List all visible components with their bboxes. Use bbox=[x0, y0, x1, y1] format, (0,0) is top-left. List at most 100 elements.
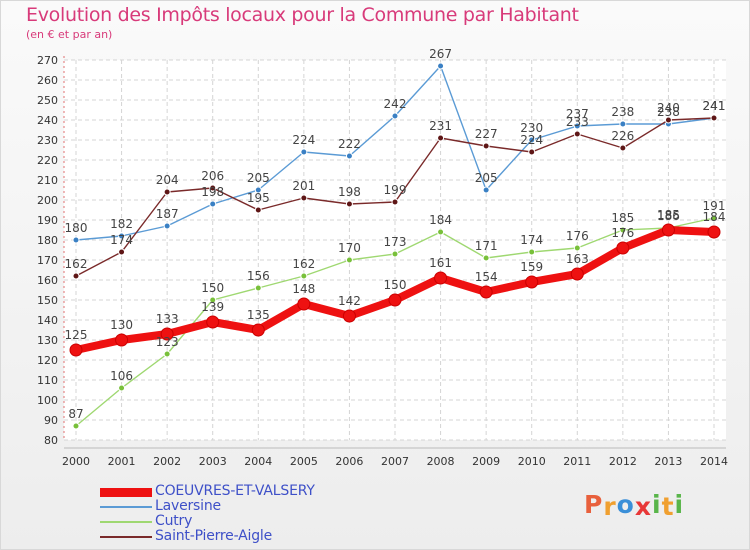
chart-title: Evolution des Impôts locaux pour la Comm… bbox=[26, 4, 579, 26]
x-tick-label: 2012 bbox=[609, 455, 637, 468]
y-tick-label: 240 bbox=[37, 114, 58, 127]
data-label-cutry: 176 bbox=[566, 229, 589, 243]
x-tick-label: 2010 bbox=[518, 455, 546, 468]
data-label-coeuvres-et-valsery: 130 bbox=[110, 318, 133, 332]
y-tick-label: 140 bbox=[37, 314, 58, 327]
logo-letter: i bbox=[674, 490, 685, 519]
data-point-coeuvres-et-valsery bbox=[342, 309, 356, 323]
y-tick-label: 120 bbox=[37, 354, 58, 367]
data-label-saint-pierre-aigle: 174 bbox=[110, 233, 133, 247]
data-point-coeuvres-et-valsery bbox=[434, 271, 448, 285]
data-point-cutry bbox=[72, 422, 80, 430]
data-point-laversine bbox=[254, 186, 262, 194]
data-label-saint-pierre-aigle: 206 bbox=[201, 169, 224, 183]
y-tick-label: 180 bbox=[37, 234, 58, 247]
data-label-laversine: 237 bbox=[566, 107, 589, 121]
data-label-laversine: 180 bbox=[65, 221, 88, 235]
data-label-laversine: 182 bbox=[110, 217, 133, 231]
data-label-cutry: 184 bbox=[429, 213, 452, 227]
data-label-cutry: 156 bbox=[247, 269, 270, 283]
y-tick-label: 130 bbox=[37, 334, 58, 347]
data-point-saint-pierre-aigle bbox=[664, 116, 672, 124]
data-label-laversine: 205 bbox=[475, 171, 498, 185]
data-label-coeuvres-et-valsery: 161 bbox=[429, 256, 452, 270]
data-point-laversine bbox=[300, 148, 308, 156]
data-label-laversine: 230 bbox=[520, 121, 543, 135]
y-tick-label: 260 bbox=[37, 74, 58, 87]
data-point-cutry bbox=[300, 272, 308, 280]
proxiti-logo: Proxiti bbox=[584, 490, 685, 521]
y-tick-label: 200 bbox=[37, 194, 58, 207]
data-label-cutry: 123 bbox=[156, 335, 179, 349]
data-label-coeuvres-et-valsery: 163 bbox=[566, 252, 589, 266]
data-point-cutry bbox=[528, 248, 536, 256]
series-lines bbox=[69, 62, 721, 430]
data-point-cutry bbox=[619, 226, 627, 234]
data-label-saint-pierre-aigle: 227 bbox=[475, 127, 498, 141]
legend-label-saint-pierre-aigle: Saint-Pierre-Aigle bbox=[155, 528, 272, 544]
data-label-coeuvres-et-valsery: 135 bbox=[247, 308, 270, 322]
data-point-saint-pierre-aigle bbox=[528, 148, 536, 156]
legend-label-cutry: Cutry bbox=[155, 513, 193, 529]
data-point-coeuvres-et-valsery bbox=[479, 285, 493, 299]
data-label-laversine: 224 bbox=[292, 133, 315, 147]
y-tick-label: 230 bbox=[37, 134, 58, 147]
data-point-coeuvres-et-valsery bbox=[69, 343, 83, 357]
data-label-cutry: 162 bbox=[292, 257, 315, 271]
data-point-laversine bbox=[118, 232, 126, 240]
data-label-laversine: 222 bbox=[338, 137, 361, 151]
x-tick-label: 2005 bbox=[290, 455, 318, 468]
y-tick-label: 250 bbox=[37, 94, 58, 107]
data-point-saint-pierre-aigle bbox=[345, 200, 353, 208]
logo-letter: P bbox=[584, 490, 604, 519]
data-point-coeuvres-et-valsery bbox=[661, 223, 675, 237]
data-point-laversine bbox=[619, 120, 627, 128]
data-point-saint-pierre-aigle bbox=[209, 184, 217, 192]
data-point-cutry bbox=[573, 244, 581, 252]
axes: 8090100110120130140150160170180190200210… bbox=[37, 54, 728, 468]
y-tick-label: 170 bbox=[37, 254, 58, 267]
data-label-saint-pierre-aigle: 199 bbox=[384, 183, 407, 197]
data-label-saint-pierre-aigle: 195 bbox=[247, 191, 270, 205]
legend-swatch-saint-pierre-aigle bbox=[100, 536, 152, 538]
data-point-coeuvres-et-valsery bbox=[115, 333, 129, 347]
data-point-saint-pierre-aigle bbox=[254, 206, 262, 214]
y-tick-label: 160 bbox=[37, 274, 58, 287]
data-label-saint-pierre-aigle: 204 bbox=[156, 173, 179, 187]
legend-swatch-laversine bbox=[100, 506, 152, 508]
y-tick-label: 210 bbox=[37, 174, 58, 187]
data-label-laversine: 198 bbox=[201, 185, 224, 199]
data-point-saint-pierre-aigle bbox=[573, 130, 581, 138]
data-label-coeuvres-et-valsery: 133 bbox=[156, 312, 179, 326]
data-point-coeuvres-et-valsery bbox=[251, 323, 265, 337]
data-label-coeuvres-et-valsery: 148 bbox=[292, 282, 315, 296]
data-label-saint-pierre-aigle: 231 bbox=[429, 119, 452, 133]
y-tick-label: 90 bbox=[44, 414, 58, 427]
data-label-coeuvres-et-valsery: 142 bbox=[338, 294, 361, 308]
data-label-saint-pierre-aigle: 224 bbox=[520, 133, 543, 147]
data-point-cutry bbox=[209, 296, 217, 304]
data-label-coeuvres-et-valsery: 184 bbox=[703, 210, 726, 224]
data-label-coeuvres-et-valsery: 176 bbox=[611, 226, 634, 240]
data-point-cutry bbox=[482, 254, 490, 262]
data-point-saint-pierre-aigle bbox=[300, 194, 308, 202]
logo-letter: t bbox=[661, 492, 675, 521]
data-label-saint-pierre-aigle: 198 bbox=[338, 185, 361, 199]
x-tick-label: 2013 bbox=[654, 455, 682, 468]
data-label-laversine: 187 bbox=[156, 207, 179, 221]
data-label-cutry: 87 bbox=[68, 407, 83, 421]
data-point-laversine bbox=[345, 152, 353, 160]
data-label-coeuvres-et-valsery: 125 bbox=[65, 328, 88, 342]
data-point-cutry bbox=[254, 284, 262, 292]
y-tick-label: 110 bbox=[37, 374, 58, 387]
data-point-cutry bbox=[391, 250, 399, 258]
y-tick-label: 80 bbox=[44, 434, 58, 447]
data-label-cutry: 174 bbox=[520, 233, 543, 247]
data-point-cutry bbox=[437, 228, 445, 236]
data-point-coeuvres-et-valsery bbox=[707, 225, 721, 239]
y-tick-label: 100 bbox=[37, 394, 58, 407]
data-point-coeuvres-et-valsery bbox=[206, 315, 220, 329]
data-label-laversine: 267 bbox=[429, 47, 452, 61]
